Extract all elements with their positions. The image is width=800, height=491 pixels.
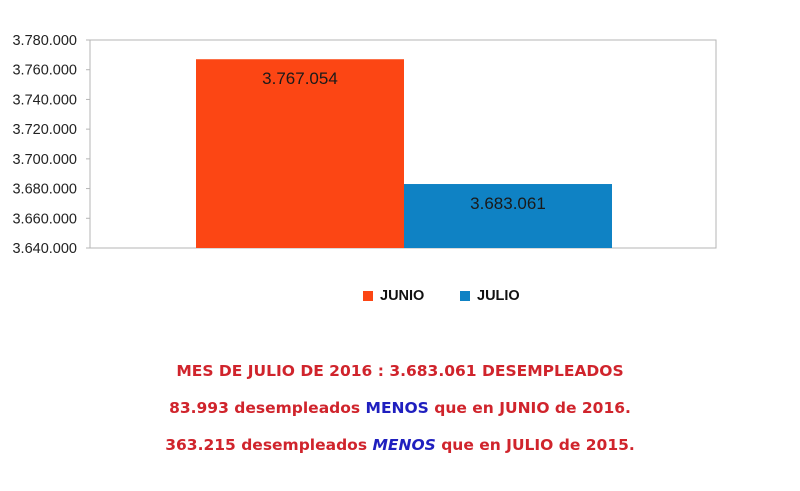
caption-line-1: MES DE JULIO DE 2016 : 3.683.061 DESEMPL… <box>0 362 800 380</box>
caption-line-3: 363.215 desempleados MENOS que en JULIO … <box>0 436 800 454</box>
y-tick-label: 3.640.000 <box>12 241 77 257</box>
y-tick-label: 3.680.000 <box>12 182 77 198</box>
legend-swatch-junio <box>363 291 373 301</box>
y-tick-label: 3.780.000 <box>12 33 77 49</box>
y-tick-label: 3.720.000 <box>12 122 77 138</box>
bar-junio <box>196 59 404 249</box>
data-label-julio: 3.683.061 <box>470 194 546 213</box>
y-tick-label: 3.660.000 <box>12 211 77 227</box>
caption-line-2: 83.993 desempleados MENOS que en JUNIO d… <box>0 399 800 417</box>
data-label-junio: 3.767.054 <box>262 69 338 88</box>
y-tick-label: 3.740.000 <box>12 92 77 108</box>
y-tick-label: 3.700.000 <box>12 152 77 168</box>
chart-legend: JUNIO JULIO <box>0 288 800 308</box>
legend-item-julio: JULIO <box>460 288 520 304</box>
caption-line-3-highlight: MENOS <box>372 436 436 454</box>
caption-line-3-post: que en JULIO de 2015. <box>435 436 635 454</box>
legend-item-junio: JUNIO <box>363 288 424 304</box>
caption-line-3-pre: 363.215 desempleados <box>165 436 373 454</box>
bar-chart: 3.780.000 3.760.000 3.740.000 3.720.000 3.70… <box>12 33 717 257</box>
legend-label-julio: JULIO <box>477 288 520 304</box>
legend-swatch-julio <box>460 291 470 301</box>
caption-line-2-highlight: MENOS <box>365 399 429 417</box>
caption-line-1-text: MES DE JULIO DE 2016 : 3.683.061 DESEMPL… <box>176 362 624 380</box>
caption-line-2-post: que en JUNIO de 2016. <box>428 399 631 417</box>
caption-line-2-pre: 83.993 desempleados <box>169 399 366 417</box>
y-tick-label: 3.760.000 <box>12 63 77 79</box>
bar-julio <box>404 184 612 248</box>
legend-label-junio: JUNIO <box>380 288 425 304</box>
